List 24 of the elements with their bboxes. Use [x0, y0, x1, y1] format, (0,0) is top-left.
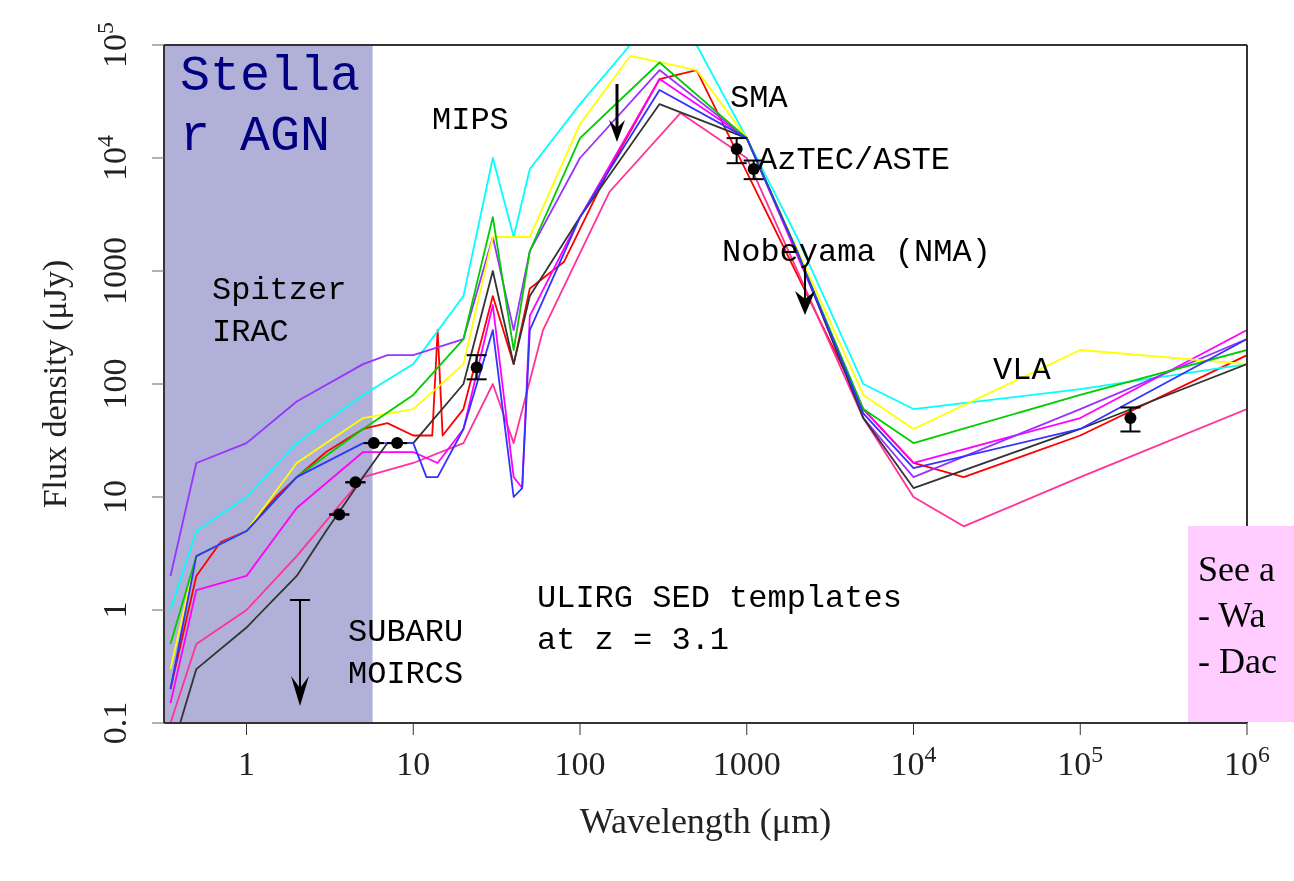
y-tick-label: 10	[96, 480, 133, 514]
y-tick-label: 1	[96, 601, 133, 619]
x-tick-label: 1000	[712, 745, 781, 782]
annotation: Spitzer IRAC	[212, 271, 347, 353]
annotation: See a	[1198, 548, 1276, 591]
x-tick-label: 10$^{6}$	[1224, 741, 1271, 782]
x-tick-label: 10$^{5}$	[1057, 741, 1104, 782]
annotation: ULIRG SED templates at z = 3.1	[537, 579, 902, 661]
x-tick-label: 10$^{4}$	[890, 741, 937, 782]
annotation: - Dac	[1198, 640, 1278, 683]
y-tick-label: 0.1	[96, 701, 133, 745]
annotation: AzTEC/ASTE	[758, 141, 951, 181]
annotation: SUBARU MOIRCS	[348, 613, 464, 695]
y-axis-title: Flux density (μJy)	[36, 259, 75, 509]
annotation: - Wa	[1198, 594, 1267, 637]
x-tick-label: 10	[396, 745, 431, 782]
y-tick-label: 100	[96, 358, 133, 410]
annotation: MIPS	[432, 101, 509, 141]
y-tick-label: 1000	[96, 237, 133, 305]
x-axis-title: Wavelength (μm)	[579, 801, 832, 841]
band-label: Stellar AGN	[180, 47, 362, 167]
x-tick-label: 1	[238, 745, 256, 782]
x-tick-label: 100	[554, 745, 606, 782]
annotation: SMA	[730, 79, 788, 119]
